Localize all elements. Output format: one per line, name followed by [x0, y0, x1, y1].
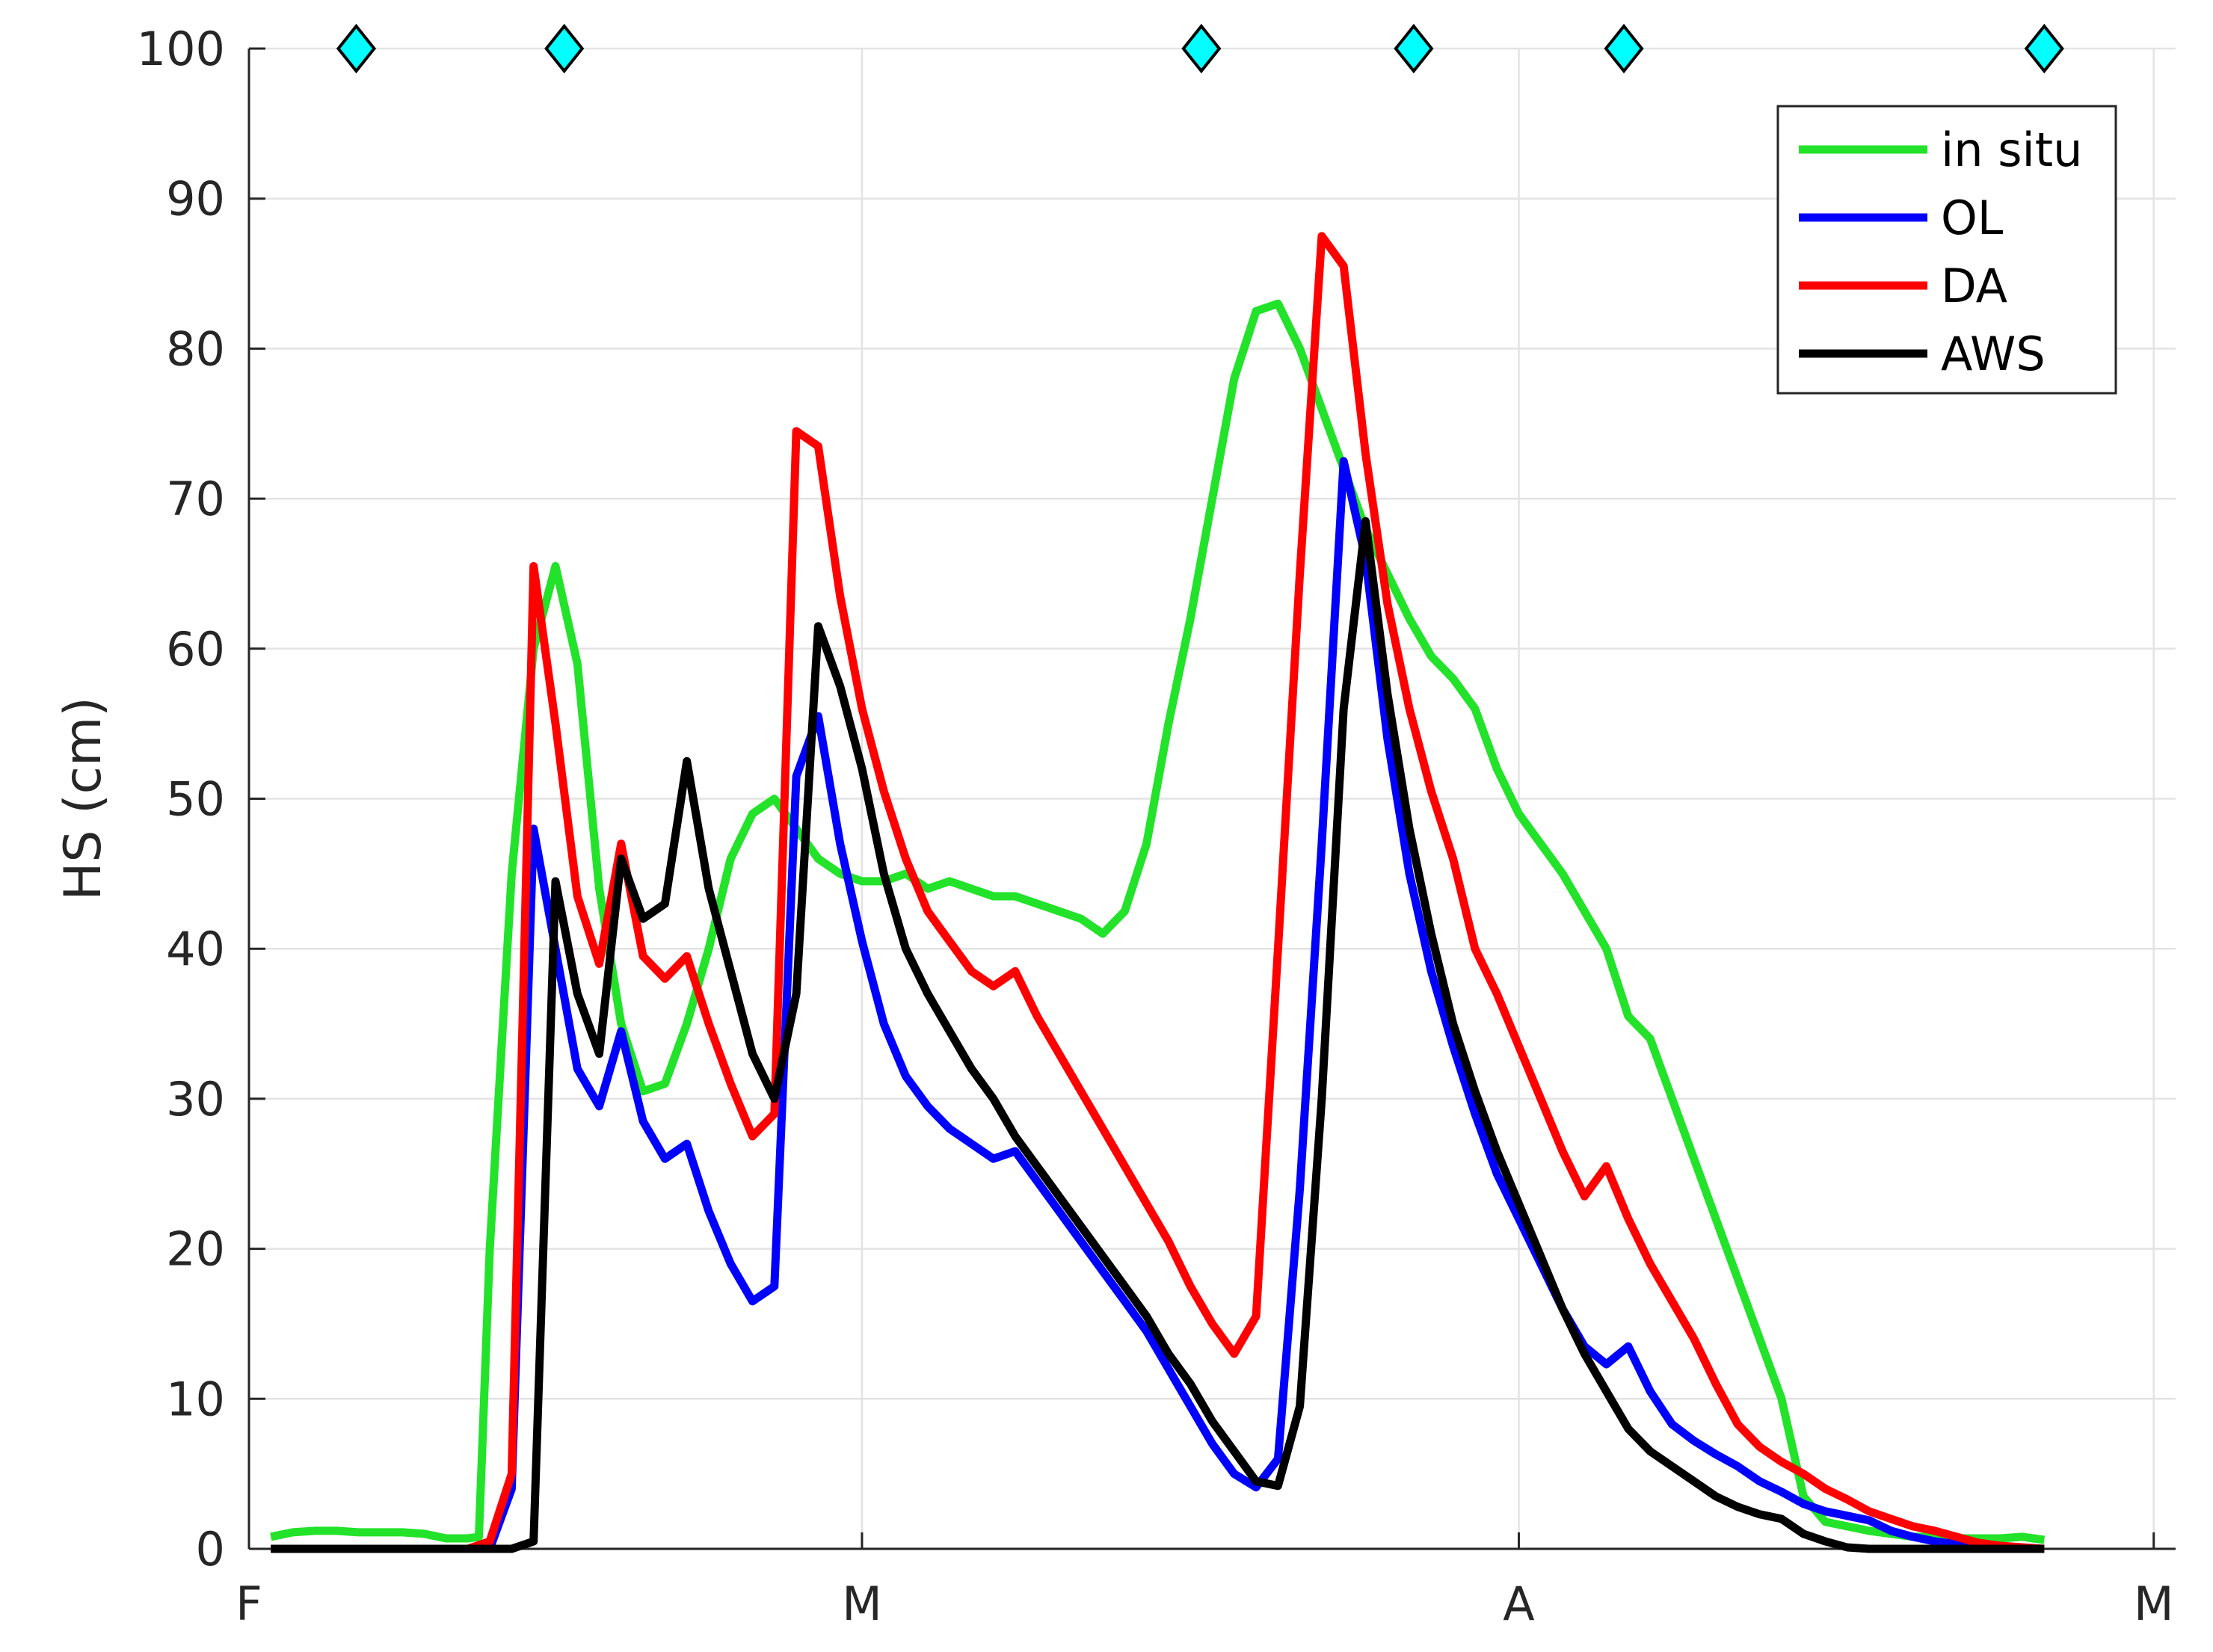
diamond-marker [1394, 23, 1434, 74]
series-group [270, 232, 2046, 1553]
y-tick-label: 90 [166, 172, 225, 226]
y-tick-label: 10 [166, 1372, 225, 1426]
y-tick-label: 0 [196, 1522, 225, 1577]
diamond-marker [2024, 23, 2064, 74]
legend-label: in situ [1941, 123, 2082, 177]
y-tick-label: 60 [166, 622, 225, 676]
y-tick-label: 20 [166, 1222, 225, 1277]
series-line-in-situ [270, 299, 2046, 1544]
diamond-marker [336, 23, 377, 74]
legend-box [1776, 105, 2117, 395]
y-tick-label: 80 [166, 321, 225, 376]
legend-label: OL [1941, 191, 2004, 245]
y-tick-label: 30 [166, 1072, 225, 1126]
marker-group [336, 23, 2064, 74]
y-tick-label: 40 [166, 922, 225, 976]
y-tick-label: 50 [166, 772, 225, 827]
x-tick-label: A [1503, 1577, 1534, 1631]
y-axis-label: HS (cm) [54, 697, 113, 901]
series-line-da [271, 232, 2045, 1553]
legend-label: DA [1941, 259, 2007, 313]
x-tick-label: M [842, 1577, 882, 1631]
diamond-marker [544, 23, 585, 74]
axes: 0 10 20 30 40 50 60 70 80 90 100 F M A M [137, 22, 2176, 1631]
y-tick-label: 100 [137, 22, 225, 76]
legend-label: AWS [1941, 327, 2046, 381]
series-line-ol [271, 457, 2045, 1553]
diamond-marker [1604, 23, 1644, 74]
x-tick-label: F [236, 1577, 262, 1631]
diamond-marker [1181, 23, 1222, 74]
y-tick-label: 70 [166, 472, 225, 526]
legend: in situ OL DA AWS [1776, 105, 2117, 395]
x-tick-label: M [2134, 1577, 2174, 1631]
series-line-aws [271, 517, 2045, 1553]
